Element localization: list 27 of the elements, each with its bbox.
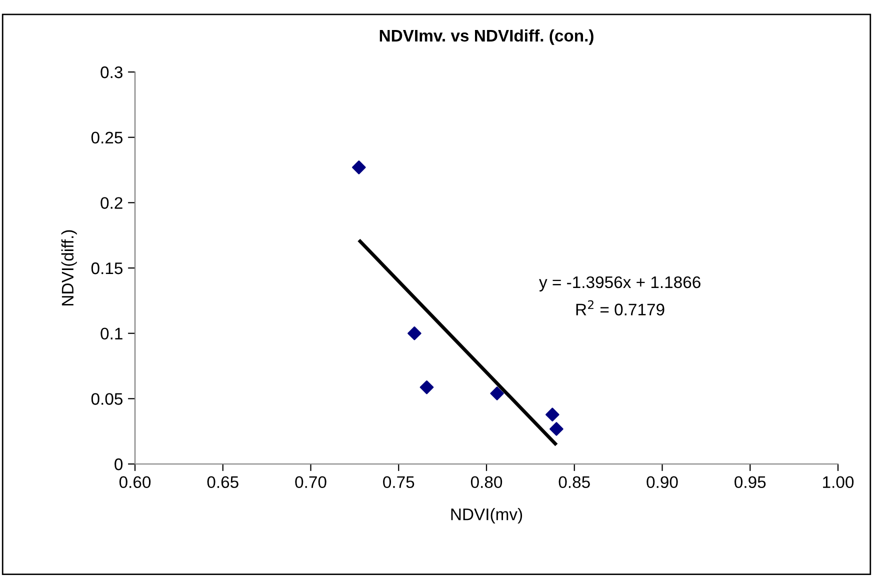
y-tick-label: 0.25 <box>91 132 122 144</box>
y-tick-label: 0.05 <box>91 393 122 405</box>
x-axis-title: NDVI(mv) <box>451 508 522 524</box>
x-tick-label: 0.70 <box>295 476 326 488</box>
chart-title: NDVImv. vs NDVIdiff. (con.) <box>380 29 594 45</box>
point <box>352 160 366 174</box>
point <box>490 386 504 400</box>
x-tick-label: 0.85 <box>558 476 590 488</box>
x-tick-label: 0.75 <box>383 476 414 488</box>
x-tick-label: 0.80 <box>470 476 502 488</box>
y-tick-label: 0 <box>114 458 123 470</box>
y-tick-label: 0.1 <box>100 328 122 340</box>
x-tick-label: 1.00 <box>823 476 854 488</box>
point <box>408 326 422 340</box>
point <box>420 380 434 394</box>
x-tick-label: 0.60 <box>119 476 151 488</box>
annotation: y = -1.3956x + 1.1866 <box>539 276 700 292</box>
y-axis-title: NDVI(diff.) <box>61 230 77 306</box>
point <box>550 422 564 436</box>
point <box>546 408 560 422</box>
x-tick-label: 0.90 <box>646 476 678 488</box>
y-tick-label: 0.3 <box>100 66 122 78</box>
y-tick-label: 0.15 <box>91 262 122 274</box>
annotation: R$^{2}$ = 0.7179 <box>576 300 664 316</box>
y-tick-label: 0.2 <box>100 197 122 209</box>
x-tick-label: 0.95 <box>734 476 766 488</box>
x-tick-label: 0.65 <box>207 476 238 488</box>
